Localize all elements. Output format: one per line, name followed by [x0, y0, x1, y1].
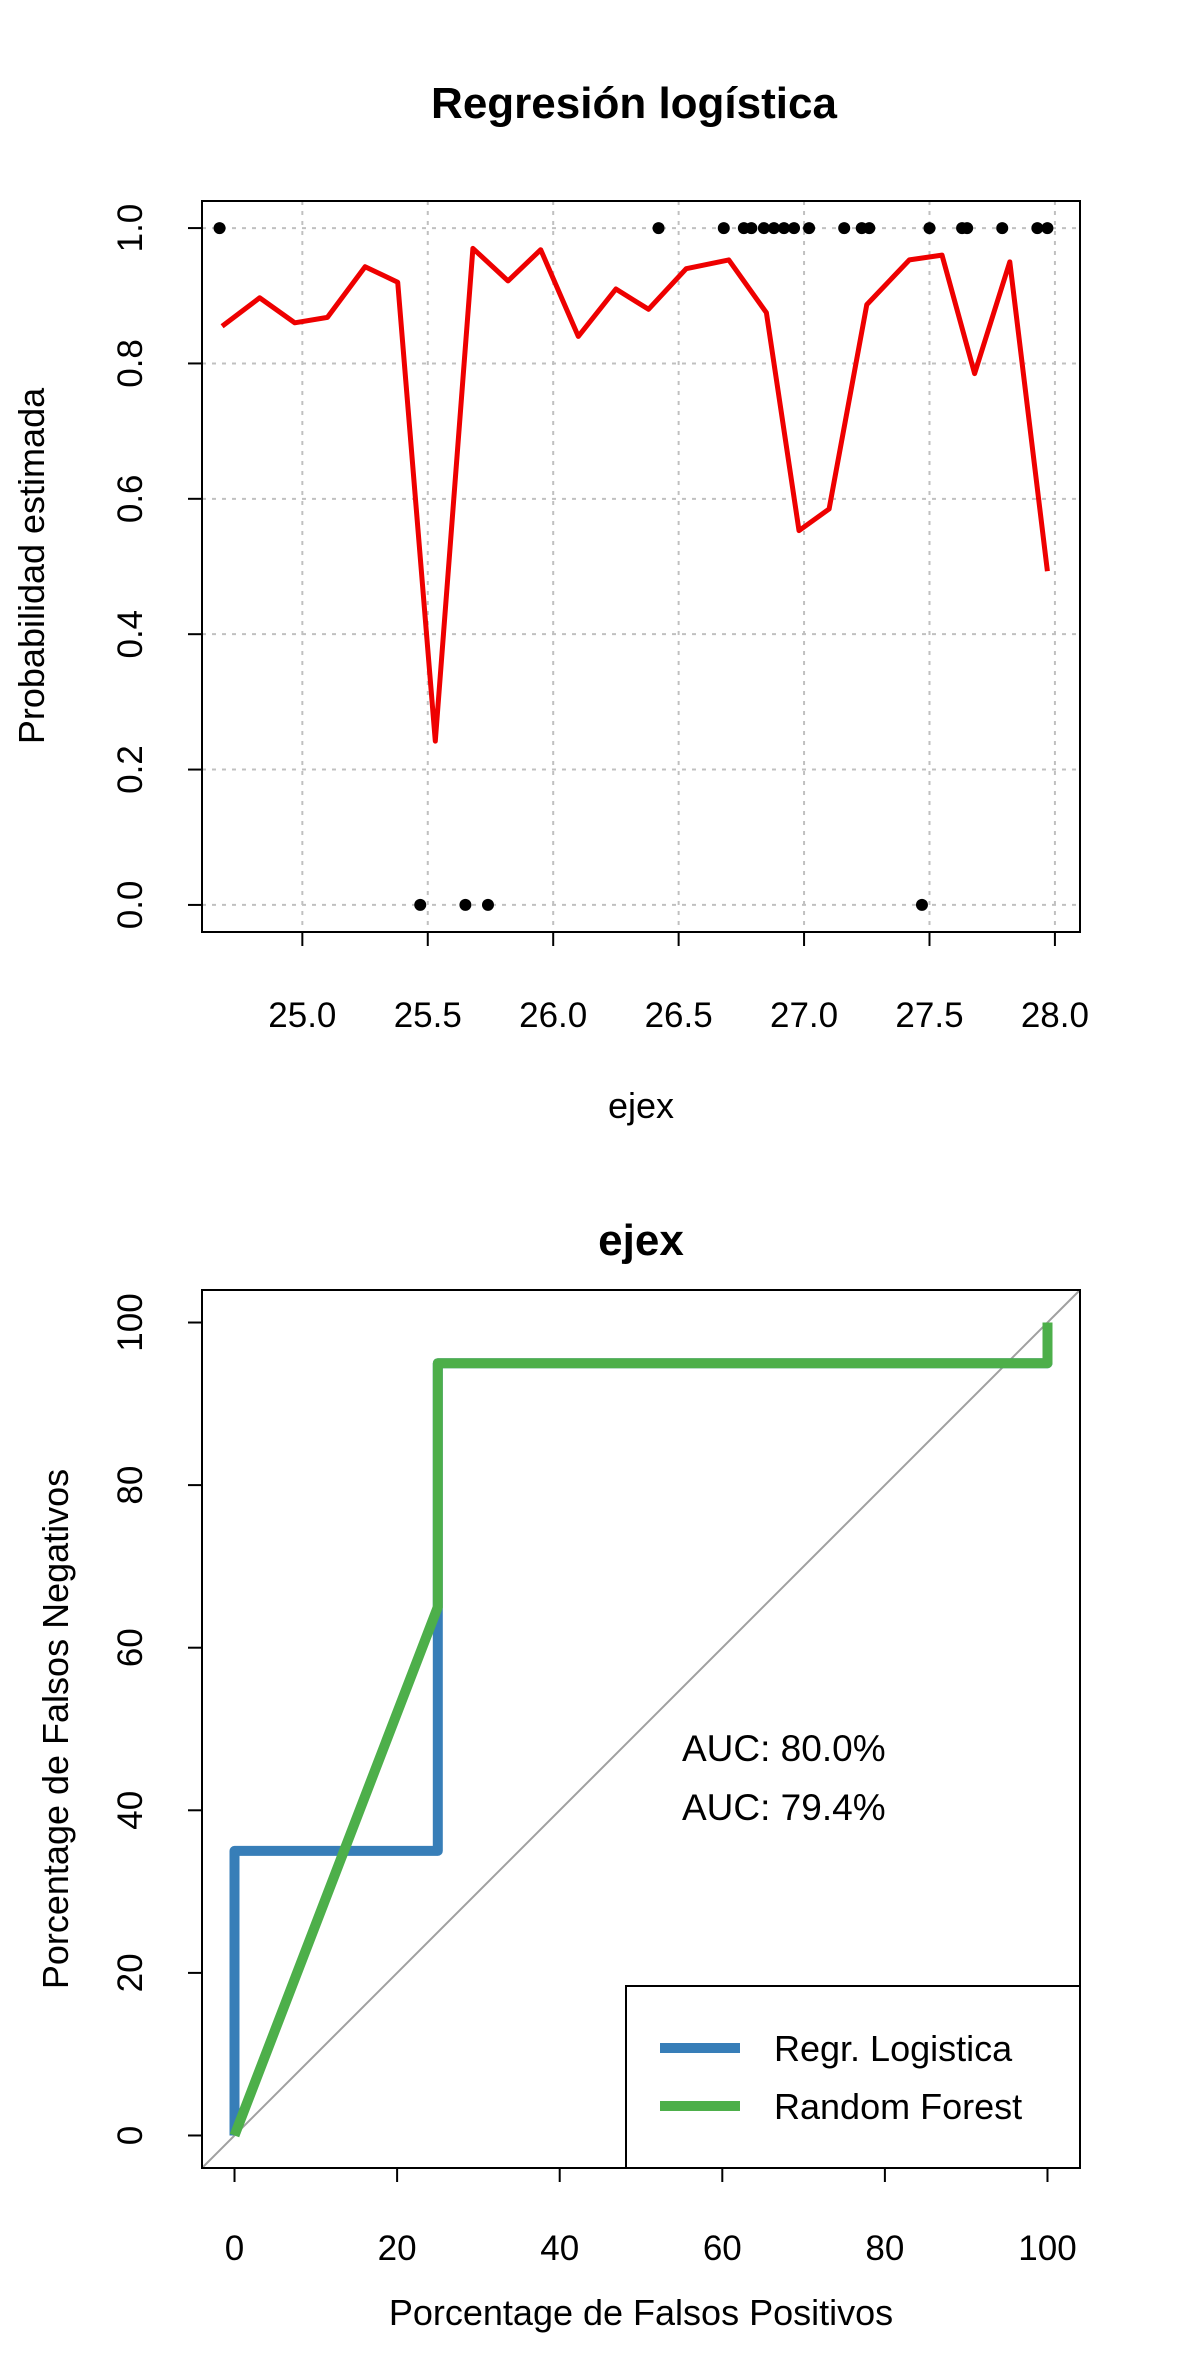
chart1-x-axis: 25.0 25.5 26.0 26.5 27.0 27.5 28.0 — [268, 932, 1089, 1035]
chart2-y-tick-label: 60 — [111, 1628, 150, 1667]
chart1-point — [923, 222, 936, 235]
chart2-title: ejex — [598, 1216, 684, 1265]
chart1-point — [481, 898, 494, 911]
chart1-series-line — [220, 245, 1050, 744]
chart2-y-tick-label: 20 — [111, 1953, 150, 1992]
chart1-plot-frame — [201, 200, 1081, 933]
chart1-y-tick-label: 0.6 — [111, 474, 150, 523]
chart1-probability-line — [220, 245, 1050, 744]
chart1-y-axis: 0.0 0.2 0.4 0.6 0.8 1.0 — [111, 204, 202, 930]
chart1-point — [803, 222, 816, 235]
chart1-y-tick-label: 0.8 — [111, 339, 150, 388]
auc-label-regr-logistica: AUC: 80.0% — [682, 1728, 886, 1769]
chart2-x-tick-label: 60 — [703, 2229, 742, 2268]
chart2-series — [229, 1322, 1053, 2138]
chart2-y-axis: 0 20 40 60 80 100 — [111, 1293, 202, 2145]
chart2-y-axis-label: Porcentage de Falsos Negativos — [35, 1469, 76, 1989]
chart1-x-tick-label: 27.5 — [895, 996, 963, 1035]
chart1-x-tick-label: 25.5 — [394, 996, 462, 1035]
chart1-observations — [213, 222, 1054, 911]
chart1-x-tick-label: 26.5 — [645, 996, 713, 1035]
chart2-y-tick-label: 40 — [111, 1791, 150, 1830]
chart2-x-tick-label: 0 — [225, 2229, 244, 2268]
chart2-x-tick-label: 100 — [1018, 2229, 1076, 2268]
chart1-title: Regresión logística — [431, 79, 837, 128]
chart1-point — [459, 898, 472, 911]
chart1-y-tick-label: 1.0 — [111, 204, 150, 253]
chart1-point — [757, 222, 770, 235]
legend-label-regr-logistica: Regr. Logistica — [774, 2028, 1013, 2069]
chart1-x-tick-label: 25.0 — [268, 996, 336, 1035]
chart2-diagonal-line — [201, 1289, 1081, 2169]
chart1-point — [717, 222, 730, 235]
chart1-point — [1031, 222, 1044, 235]
chart1-point — [915, 898, 928, 911]
chart1-y-tick-label: 0.0 — [111, 881, 150, 930]
chart1-x-tick-label: 26.0 — [519, 996, 587, 1035]
chart1-x-tick-label: 28.0 — [1021, 996, 1089, 1035]
chart2-y-tick-label: 80 — [111, 1466, 150, 1505]
chart1-point — [961, 222, 974, 235]
chart1-point — [777, 222, 790, 235]
chart1-y-tick-label: 0.4 — [111, 610, 150, 659]
chart2-x-tick-label: 40 — [540, 2229, 579, 2268]
chart1-point — [652, 222, 665, 235]
chart1-point — [1041, 222, 1054, 235]
chart1-y-axis-label: Probabilidad estimada — [11, 387, 52, 744]
chart1-point — [996, 222, 1009, 235]
chart1-point — [788, 222, 801, 235]
legend-box — [625, 1985, 1081, 2169]
chart1-y-tick-label: 0.2 — [111, 745, 150, 794]
chart1-x-axis-label: ejex — [608, 1085, 674, 1126]
legend-label-random-forest: Random Forest — [774, 2086, 1022, 2127]
chart2-reference-diagonal — [201, 1289, 1081, 2169]
chart1-point — [213, 222, 226, 235]
chart2-y-tick-label: 0 — [111, 2126, 150, 2145]
chart2-x-tick-label: 20 — [378, 2229, 417, 2268]
chart1-point — [745, 222, 758, 235]
chart2-x-tick-label: 80 — [865, 2229, 904, 2268]
chart2-legend: Regr. Logistica Random Forest — [625, 1985, 1081, 2169]
chart1-x-tick-label: 27.0 — [770, 996, 838, 1035]
chart2-x-axis: 0 20 40 60 80 100 — [225, 2168, 1077, 2268]
roc-chart: ejex 0 20 40 60 80 100 0 20 40 60 80 100 AUC: 80.0… — [35, 1216, 1081, 2333]
chart1-point — [838, 222, 851, 235]
chart1-point — [767, 222, 780, 235]
chart2-y-tick-label: 100 — [111, 1293, 150, 1351]
auc-label-random-forest: AUC: 79.4% — [682, 1787, 886, 1828]
chart1-point — [414, 898, 427, 911]
roc-line-random-forest — [229, 1322, 1053, 2138]
chart1-point — [863, 222, 876, 235]
logistic-regression-chart: Regresión logística 25.0 25.5 26.0 26.5 27.0… — [11, 79, 1089, 1126]
chart2-x-axis-label: Porcentage de Falsos Positivos — [389, 2292, 893, 2333]
